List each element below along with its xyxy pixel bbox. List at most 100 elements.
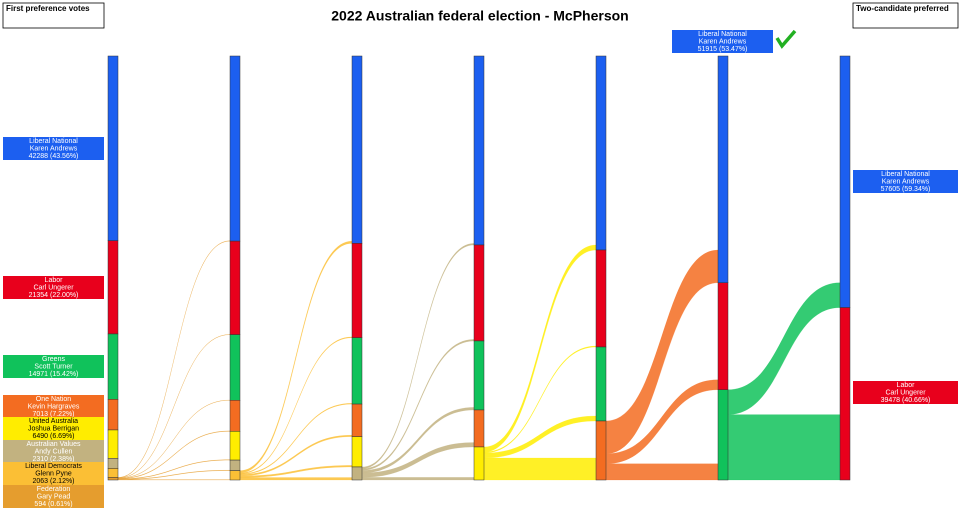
preference-flow <box>239 434 353 477</box>
winner-label-result: 51915 (53.47%) <box>698 46 748 53</box>
first-preference-label-party: Liberal National <box>29 138 78 145</box>
two-candidate-label-result: 57605 (59.34%) <box>881 186 931 193</box>
vote-bar <box>351 403 363 437</box>
first-preference-label-result: 2310 (2.38%) <box>32 456 74 463</box>
first-preference-label-box <box>3 440 104 463</box>
two-candidate-label-result: 39478 (40.66%) <box>881 397 931 404</box>
vote-bar <box>107 458 119 469</box>
vote-bar <box>107 477 119 481</box>
vote-bar <box>473 409 485 448</box>
left-heading-box <box>2 2 105 29</box>
preference-flow <box>361 243 475 469</box>
vote-bar <box>107 333 119 400</box>
vote-bar <box>351 436 363 468</box>
preference-flow <box>361 477 475 481</box>
first-preference-label-name: Kevin Hargraves <box>28 403 80 410</box>
vote-bar <box>107 240 119 335</box>
first-preference-label-result: 42288 (43.56%) <box>29 153 79 160</box>
flows <box>117 240 841 481</box>
first-preference-label-party: Greens <box>42 356 65 363</box>
vote-bar <box>717 282 729 390</box>
vote-bar <box>473 446 485 481</box>
left-heading: First preference votes <box>6 4 90 13</box>
first-preference-label-result: 6490 (6.69%) <box>32 433 74 440</box>
first-preference-label-box <box>3 137 104 160</box>
preference-flow <box>117 399 231 479</box>
preference-flow <box>361 339 475 471</box>
vote-bar <box>839 307 851 481</box>
first-preference-label-name: Carl Ungerer <box>33 284 74 291</box>
vote-bar <box>229 431 241 461</box>
first-preference-label-name: Andy Cullen <box>35 448 73 455</box>
vote-bar <box>595 346 607 422</box>
preference-flow <box>117 334 231 479</box>
first-preference-label-box <box>3 485 104 508</box>
vote-bar <box>107 468 119 478</box>
right-heading: Two-candidate preferred <box>856 4 949 13</box>
first-preference-label-result: 14971 (15.42%) <box>29 371 79 378</box>
vote-bar <box>107 55 119 241</box>
two-candidate-label-party: Liberal National <box>881 171 930 178</box>
vote-bar <box>351 337 363 405</box>
vote-bar <box>595 249 607 348</box>
first-preference-label-name: Scott Turner <box>34 363 73 370</box>
first-preference-label-result: 2063 (2.12%) <box>32 478 74 485</box>
vote-bar <box>351 243 363 338</box>
vote-bar <box>229 55 241 242</box>
first-preference-label-party: Liberal Democrats <box>25 463 82 470</box>
vote-bar <box>107 399 119 431</box>
title: 2022 Australian federal election - McPhe… <box>331 8 628 24</box>
preference-flow <box>605 463 719 481</box>
winner-label-box <box>672 30 773 53</box>
vote-bar <box>717 389 729 481</box>
first-preference-label-name: Gary Pead <box>37 493 71 500</box>
first-preference-label-box <box>3 462 104 485</box>
vote-bar <box>229 459 241 471</box>
vote-bar <box>595 55 607 251</box>
first-preference-label-result: 594 (0.61%) <box>34 501 72 508</box>
vote-bar <box>351 55 363 244</box>
preference-flow <box>727 414 841 481</box>
preference-flow <box>239 477 353 481</box>
first-preference-label-result: 7013 (7.22%) <box>32 411 74 418</box>
winner-check <box>775 29 797 49</box>
vote-bar <box>473 244 485 342</box>
first-preference-label-box <box>3 276 104 299</box>
vote-bar <box>229 334 241 401</box>
vote-bar <box>351 466 363 481</box>
vote-bar <box>717 55 729 283</box>
winner-label-party: Liberal National <box>698 31 747 38</box>
vote-bar <box>107 429 119 459</box>
first-preference-label-party: Labor <box>45 277 64 284</box>
winner-label-name: Karen Andrews <box>699 38 747 45</box>
two-candidate-label-name: Carl Ungerer <box>885 389 926 396</box>
preference-flow <box>483 457 597 481</box>
vote-bar <box>229 240 241 335</box>
vote-bar <box>229 400 241 432</box>
two-candidate-label-box <box>853 170 958 193</box>
first-preference-label-party: United Australia <box>29 418 78 425</box>
first-preference-label-box <box>3 355 104 378</box>
first-preference-label-box <box>3 395 104 418</box>
preference-flow <box>117 240 231 478</box>
vote-bar <box>229 470 241 481</box>
vote-bar <box>839 55 851 308</box>
first-preference-label-name: Glenn Pyne <box>35 470 72 477</box>
vote-bar <box>473 340 485 411</box>
right-heading-box <box>852 2 959 29</box>
preference-flow <box>483 415 597 459</box>
two-candidate-label-name: Karen Andrews <box>882 178 930 185</box>
first-preference-label-party: One Nation <box>36 396 72 403</box>
preference-flow <box>361 407 475 474</box>
preference-flow <box>117 430 231 479</box>
first-preference-label-party: Federation <box>37 486 71 493</box>
first-preference-label-name: Karen Andrews <box>30 145 78 152</box>
two-candidate-label-box <box>853 381 958 404</box>
vote-bar <box>595 420 607 481</box>
vote-bar <box>473 55 485 246</box>
first-preference-label-party: Australian Values <box>27 441 81 448</box>
first-preference-label-name: Joshua Berrigan <box>28 425 79 432</box>
two-candidate-label-party: Labor <box>897 382 916 389</box>
